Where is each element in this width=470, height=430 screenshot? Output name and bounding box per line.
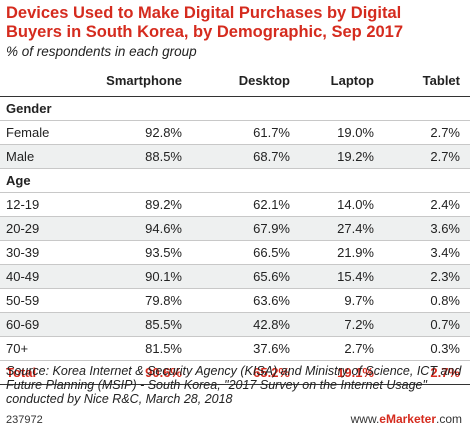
column-header-laptop: Laptop: [330, 73, 374, 88]
total-row: Total 90.6% 65.2% 19.1% 2.7%: [0, 361, 470, 385]
brand-logo: www.eMarketer.com: [351, 412, 462, 426]
cell-smartphone: 90.1%: [145, 269, 182, 284]
cell-laptop: 27.4%: [337, 221, 374, 236]
brand-suffix: .com: [435, 412, 462, 426]
group-label: Age: [6, 173, 31, 188]
brand-prefix: www.: [350, 412, 380, 426]
total-label: Total: [6, 365, 37, 380]
total-laptop: 19.1%: [337, 365, 374, 380]
group-header-row: Gender: [0, 97, 470, 121]
brand-name: eMarketer: [379, 412, 436, 426]
cell-laptop: 14.0%: [337, 197, 374, 212]
row-label: 70+: [6, 341, 29, 356]
cell-laptop: 15.4%: [337, 269, 374, 284]
table-row: 40-49 90.1% 65.6% 15.4% 2.3%: [0, 265, 470, 289]
cell-tablet: 2.3%: [430, 269, 460, 284]
cell-tablet: 2.7%: [430, 125, 460, 140]
cell-smartphone: 92.8%: [145, 125, 182, 140]
cell-smartphone: 81.5%: [145, 341, 182, 356]
table-row: 50-59 79.8% 63.6% 9.7% 0.8%: [0, 289, 470, 313]
cell-laptop: 2.7%: [344, 341, 374, 356]
cell-desktop: 62.1%: [253, 197, 290, 212]
cell-desktop: 42.8%: [253, 317, 290, 332]
cell-tablet: 2.4%: [430, 197, 460, 212]
cell-smartphone: 94.6%: [145, 221, 182, 236]
table-row: 60-69 85.5% 42.8% 7.2% 0.7%: [0, 313, 470, 337]
chart-id: 237972: [6, 414, 43, 426]
column-header-desktop: Desktop: [238, 73, 290, 88]
table-row: 20-29 94.6% 67.9% 27.4% 3.6%: [0, 217, 470, 241]
table-row: Female 92.8% 61.7% 19.0% 2.7%: [0, 121, 470, 145]
cell-laptop: 7.2%: [344, 317, 374, 332]
cell-smartphone: 88.5%: [145, 149, 182, 164]
table-body: Gender Female 92.8% 61.7% 19.0% 2.7% Male 88.5%…: [0, 97, 470, 361]
cell-desktop: 68.7%: [253, 149, 290, 164]
cell-desktop: 66.5%: [253, 245, 290, 260]
cell-smartphone: 89.2%: [145, 197, 182, 212]
group-label: Gender: [6, 101, 52, 116]
total-desktop: 65.2%: [253, 365, 290, 380]
row-label: Female: [6, 125, 50, 140]
cell-tablet: 2.7%: [430, 149, 460, 164]
table-row: 12-19 89.2% 62.1% 14.0% 2.4%: [0, 193, 470, 217]
cell-smartphone: 85.5%: [145, 317, 182, 332]
cell-desktop: 65.6%: [253, 269, 290, 284]
group-header-row: Age: [0, 169, 470, 193]
table-row: 30-39 93.5% 66.5% 21.9% 3.4%: [0, 241, 470, 265]
cell-tablet: 3.4%: [430, 245, 460, 260]
total-smartphone: 90.6%: [145, 365, 182, 380]
cell-laptop: 9.7%: [344, 293, 374, 308]
chart-subtitle: % of respondents in each group: [6, 44, 197, 59]
cell-tablet: 0.8%: [430, 293, 460, 308]
column-header-tablet: Tablet: [422, 73, 460, 88]
cell-tablet: 0.7%: [430, 317, 460, 332]
total-tablet: 2.7%: [430, 365, 460, 380]
cell-desktop: 63.6%: [253, 293, 290, 308]
row-label: 40-49: [6, 269, 40, 284]
table-header-row: Smartphone Desktop Laptop Tablet: [0, 66, 470, 97]
row-label: Male: [6, 149, 35, 164]
cell-desktop: 67.9%: [253, 221, 290, 236]
table-row: 70+ 81.5% 37.6% 2.7% 0.3%: [0, 337, 470, 361]
row-label: 60-69: [6, 317, 40, 332]
chart-title: Devices Used to Make Digital Purchases b…: [6, 4, 404, 41]
cell-smartphone: 93.5%: [145, 245, 182, 260]
cell-tablet: 3.6%: [430, 221, 460, 236]
cell-laptop: 21.9%: [337, 245, 374, 260]
cell-desktop: 61.7%: [253, 125, 290, 140]
cell-desktop: 37.6%: [253, 341, 290, 356]
row-label: 30-39: [6, 245, 40, 260]
cell-tablet: 0.3%: [430, 341, 460, 356]
cell-laptop: 19.2%: [337, 149, 374, 164]
row-label: 50-59: [6, 293, 40, 308]
cell-laptop: 19.0%: [337, 125, 374, 140]
column-header-smartphone: Smartphone: [106, 73, 182, 88]
row-label: 12-19: [6, 197, 40, 212]
row-label: 20-29: [6, 221, 40, 236]
source-note: Source: Korea Internet & Security Agency…: [6, 364, 462, 406]
cell-smartphone: 79.8%: [145, 293, 182, 308]
data-table: Smartphone Desktop Laptop Tablet Gender F…: [0, 66, 470, 385]
table-row: Male 88.5% 68.7% 19.2% 2.7%: [0, 145, 470, 169]
